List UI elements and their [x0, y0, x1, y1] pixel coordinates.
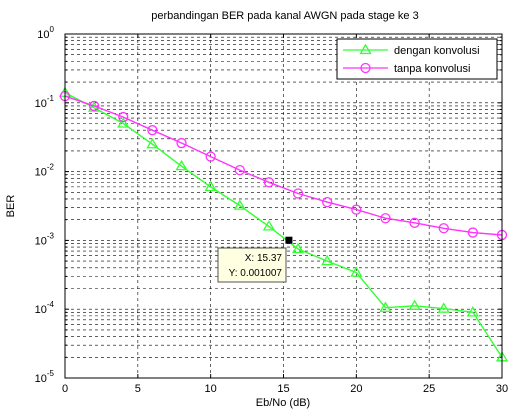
chart-title: perbandingan BER pada kanal AWGN pada st… [151, 10, 418, 22]
axis-ticks: 0 5 10 15 20 25 30 10-5 10-4 10-3 10-2 10-1 100 [35, 25, 508, 395]
datatip[interactable]: X: 15.37 Y: 0.001007 [217, 236, 293, 283]
data-point-triangle [146, 137, 159, 149]
data-point-circle [438, 223, 449, 234]
data-point-circle [322, 196, 333, 208]
data-point-circle [409, 217, 420, 228]
data-point-triangle [321, 254, 334, 266]
data-point-triangle [117, 117, 130, 128]
data-point-circle [351, 204, 362, 215]
datatip-marker[interactable] [285, 236, 293, 244]
data-point-circle [176, 137, 187, 149]
data-point-triangle [437, 302, 450, 313]
data-point-triangle [233, 199, 246, 210]
data-point-circle [147, 125, 158, 136]
y-tick-label: 10-5 [35, 369, 55, 385]
data-point-circle [234, 164, 245, 176]
data-point-triangle [204, 180, 217, 192]
data-point-triangle [408, 299, 421, 310]
x-tick-label: 15 [277, 383, 289, 395]
x-tick-label: 20 [350, 383, 362, 395]
series-line [64, 95, 503, 236]
legend-label-dengan: dengan konvolusi [394, 45, 480, 57]
y-tick-label: 100 [37, 25, 54, 41]
datatip-box [217, 247, 287, 283]
plot-area [65, 34, 502, 378]
data-point-triangle [291, 242, 305, 254]
x-tick-label: 10 [205, 383, 217, 395]
x-tick-label: 30 [496, 383, 508, 395]
data-point-circle [380, 213, 391, 224]
series-line [64, 92, 503, 358]
y-tick-label: 10-2 [35, 163, 55, 179]
legend-marker-circle [360, 62, 371, 74]
legend: dengan konvolusi tanpa konvolusi [336, 38, 498, 80]
legend-label-tanpa: tanpa konvolusi [394, 63, 470, 75]
datatip-x-text: X: 15.37 [245, 253, 283, 264]
legend-marker-triangle [359, 43, 372, 55]
y-axis-label: BER [5, 195, 17, 218]
data-point-triangle [350, 266, 363, 277]
data-point-circle [205, 151, 216, 162]
data-point-circle [292, 188, 304, 199]
data-point-circle [263, 177, 275, 188]
data-point-circle [88, 100, 100, 112]
datatip-y-text: Y: 0.001007 [229, 268, 283, 279]
data-point-circle [118, 111, 129, 123]
y-tick-label: 10-1 [35, 94, 55, 110]
data-point-triangle [379, 301, 392, 312]
data-series [58, 86, 508, 362]
data-point-triangle [466, 306, 480, 317]
x-tick-label: 5 [135, 383, 141, 395]
data-point-triangle [175, 159, 188, 171]
x-tick-label: 0 [62, 383, 68, 395]
x-axis-label: Eb/No (dB) [256, 397, 310, 409]
x-tick-label: 25 [423, 383, 435, 395]
y-tick-label: 10-3 [35, 231, 55, 247]
y-tick-label: 10-4 [35, 300, 55, 316]
data-point-circle [467, 227, 479, 238]
data-point-triangle [262, 220, 276, 231]
